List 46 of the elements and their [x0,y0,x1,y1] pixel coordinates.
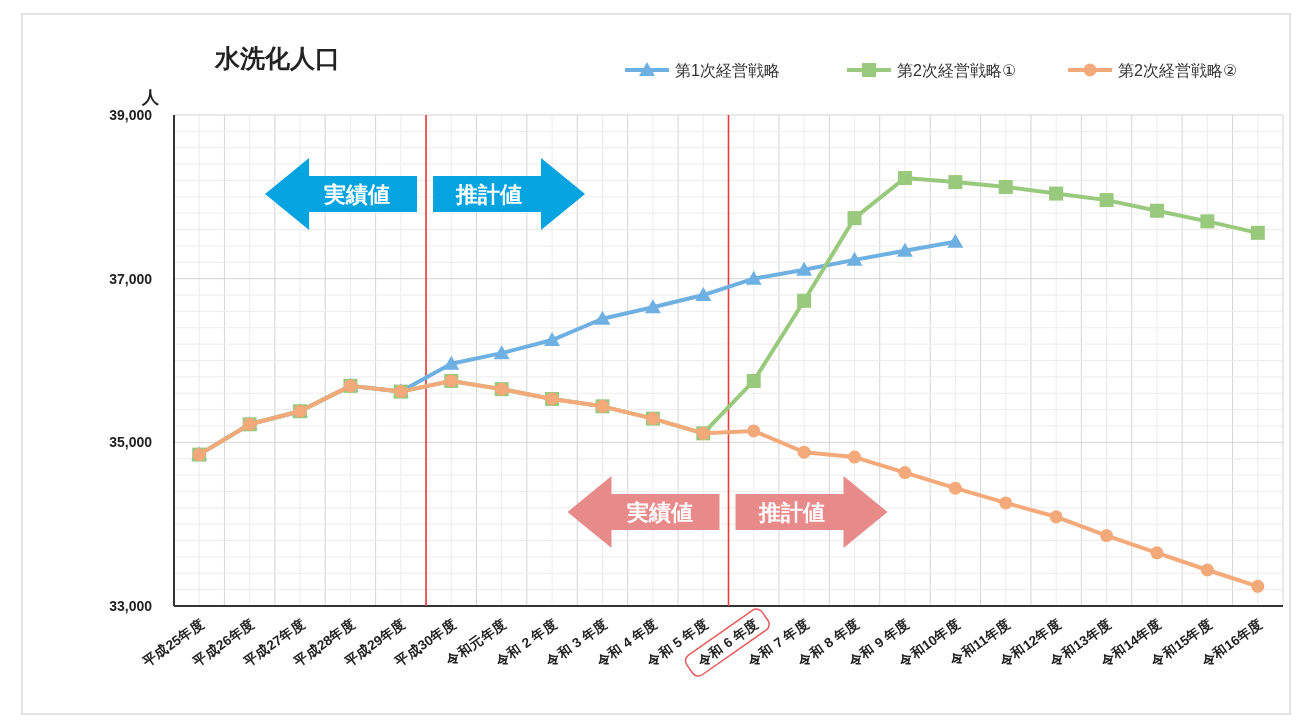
annotation: 推計値 [757,500,825,525]
annotation: 推計値 [455,182,523,207]
legend-label: 第2次経営戦略① [897,62,1017,79]
point [1049,186,1064,201]
point [847,211,862,226]
point [747,424,761,438]
point [1251,579,1265,593]
point [846,251,863,266]
point [443,355,460,370]
point [1099,193,1114,208]
annotation: 実績値 [323,182,391,207]
point [947,233,964,248]
point [1100,529,1114,543]
point [1200,214,1215,229]
point [948,481,962,495]
point [644,299,661,314]
y-tick-label: 39,000 [109,107,153,123]
point [797,293,812,308]
point [1250,225,1265,240]
point [898,466,912,480]
point [848,450,862,464]
point [594,310,611,325]
point [797,445,811,459]
point [544,332,561,347]
point [896,242,913,257]
y-tick-label: 37,000 [109,270,153,287]
point [1200,563,1214,577]
point [999,496,1013,510]
point [1049,510,1063,524]
chart-title: 水洗化人口 [214,44,340,72]
point [998,180,1013,195]
y-axis-title: 人 [140,88,160,107]
point [695,287,712,302]
point [493,345,510,360]
point [746,373,761,388]
point [1149,203,1164,218]
y-tick-label: 35,000 [109,434,153,451]
y-tick-label: 33,000 [109,598,153,614]
point [796,261,813,276]
legend-label: 第1次経営戦略 [675,62,780,79]
legend-label: 第2次経営戦略② [1118,62,1238,79]
annotation: 実績値 [625,500,693,525]
point [948,175,963,190]
point [745,270,762,285]
point [897,171,912,186]
point [1150,546,1164,560]
